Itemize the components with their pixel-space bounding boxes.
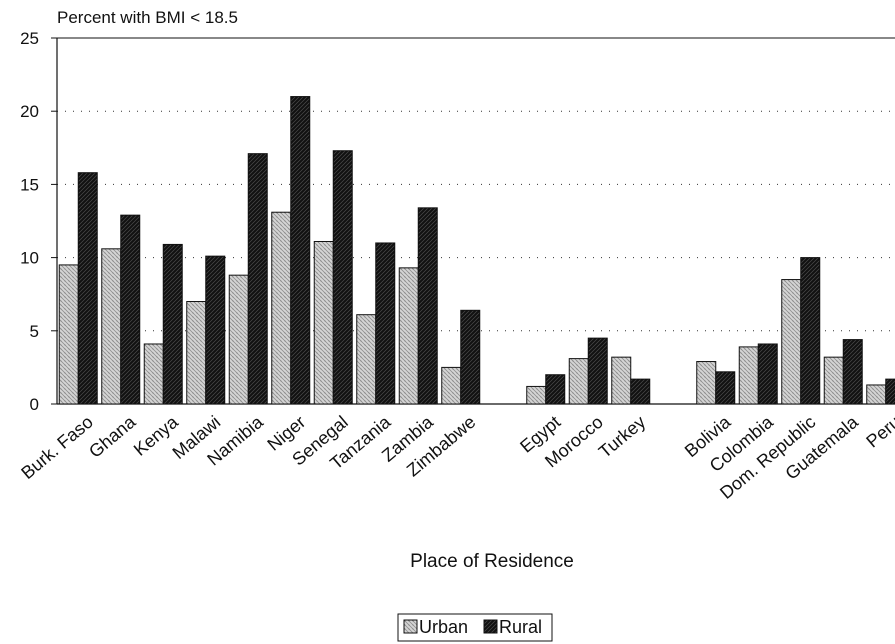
- bar-urban: [313, 240, 334, 405]
- bar-layer: [58, 96, 895, 405]
- legend-box: [397, 613, 553, 642]
- bar-rural: [460, 309, 481, 405]
- legend-label-rural: Rural: [499, 617, 542, 637]
- x-axis-title: Place of Residence: [410, 551, 574, 572]
- y-tick-label: 10: [20, 249, 39, 268]
- bar-rural: [800, 257, 821, 405]
- bar-urban: [58, 264, 79, 405]
- bar-urban: [866, 384, 887, 405]
- bar-rural: [630, 378, 651, 405]
- y-tick-label: 5: [30, 322, 39, 341]
- legend-label-urban: Urban: [419, 617, 468, 637]
- legend: Urban Rural: [397, 613, 553, 642]
- x-category-label: Ghana: [85, 411, 140, 462]
- bar-rural: [247, 153, 268, 405]
- bar-urban: [101, 248, 122, 405]
- bar-rural: [757, 343, 778, 405]
- label-layer: Burk. FasoGhanaKenyaMalawiNamibiaNigerSe…: [17, 411, 895, 503]
- bar-urban: [568, 358, 589, 405]
- y-axis-title: Percent with BMI < 18.5: [57, 8, 238, 27]
- legend-swatch-rural: [483, 619, 498, 634]
- bar-urban: [781, 279, 802, 405]
- bar-rural: [290, 96, 311, 405]
- bar-urban: [398, 267, 419, 405]
- bar-rural: [842, 339, 863, 405]
- x-category-label: Turkey: [595, 412, 649, 462]
- bar-urban: [696, 361, 717, 405]
- bar-urban: [441, 366, 462, 405]
- bar-urban: [738, 346, 759, 405]
- bar-urban: [356, 314, 377, 405]
- bar-urban: [186, 301, 207, 405]
- y-tick-label: 15: [20, 175, 39, 194]
- bar-urban: [271, 211, 292, 405]
- bar-rural: [885, 378, 895, 405]
- bar-rural: [205, 255, 226, 405]
- bar-urban: [143, 343, 164, 405]
- bar-urban: [611, 356, 632, 405]
- bar-rural: [375, 242, 396, 405]
- bar-rural: [162, 243, 183, 405]
- bar-rural: [77, 172, 98, 405]
- bar-rural: [587, 337, 608, 405]
- bar-rural: [417, 207, 438, 405]
- y-tick-label: 0: [30, 395, 39, 414]
- bar-rural: [120, 214, 141, 405]
- bar-rural: [715, 371, 736, 405]
- bar-urban: [228, 274, 249, 405]
- bar-rural: [332, 150, 353, 405]
- bar-rural: [545, 374, 566, 405]
- x-category-label: Peru: [862, 412, 895, 452]
- bar-urban: [526, 385, 547, 405]
- legend-swatch-urban: [403, 619, 418, 634]
- y-tick-label: 20: [20, 102, 39, 121]
- bar-urban: [823, 356, 844, 405]
- y-tick-label: 25: [20, 29, 39, 48]
